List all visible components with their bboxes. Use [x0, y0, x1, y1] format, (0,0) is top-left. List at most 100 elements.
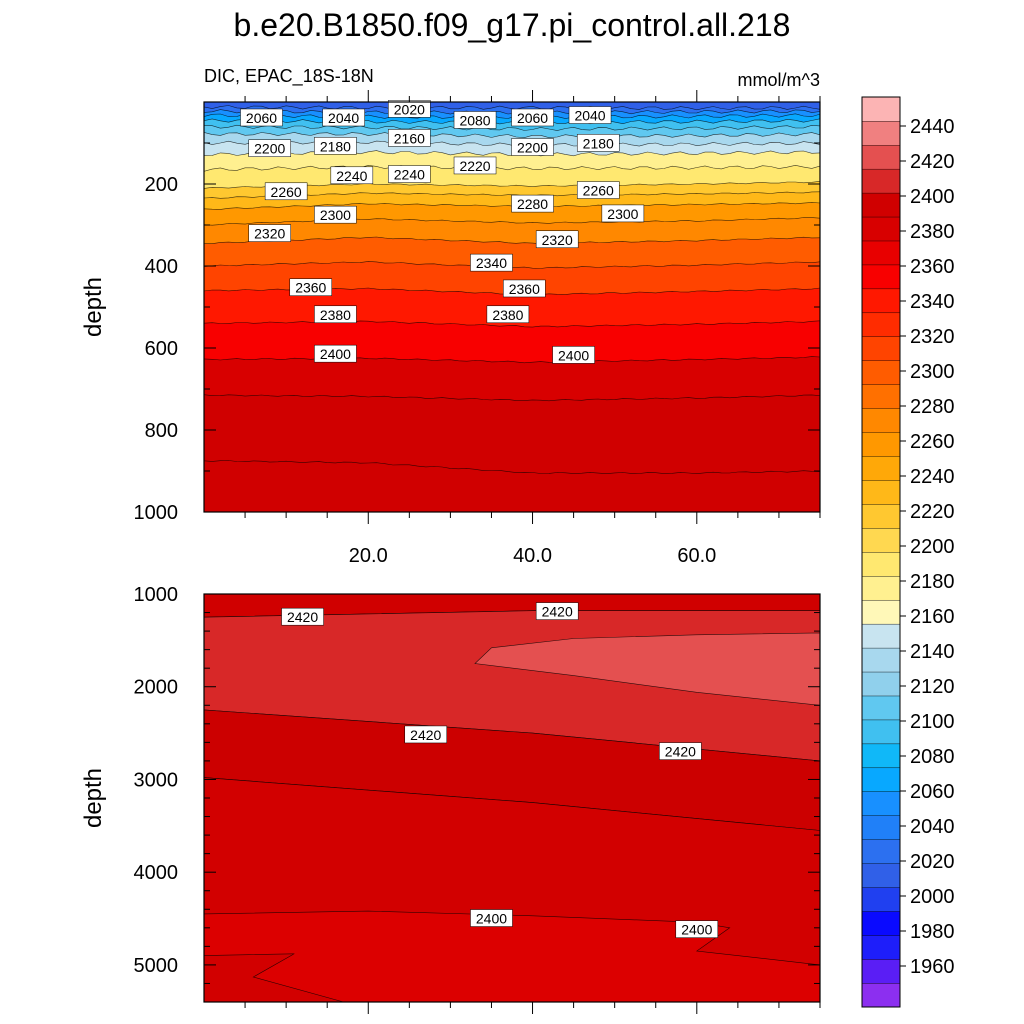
colorbar-frame: [861, 96, 901, 1008]
svg-text:2340: 2340: [476, 255, 507, 271]
upper-contour-line-2260: [204, 217, 820, 226]
upper-contour-label: 2060: [511, 108, 554, 127]
colorbar-swatch: [861, 120, 901, 146]
svg-text:2320: 2320: [542, 232, 573, 248]
upper-contour-label: 2380: [486, 305, 530, 324]
colorbar-swatch: [861, 336, 901, 361]
colorbar-swatch: [861, 264, 901, 290]
upper-y-axis-label: depth: [80, 277, 107, 337]
colorbar-tick-label: 2240: [910, 466, 955, 488]
lower-region-mid_2400_2420: [204, 709, 820, 831]
svg-text:2040: 2040: [328, 110, 359, 126]
colorbar-tick-label: 2080: [910, 746, 955, 768]
svg-text:2180: 2180: [583, 135, 614, 151]
upper-contour-label: 2400: [552, 346, 595, 364]
upper-contour-label: 2340: [470, 253, 513, 272]
colorbar-tick-label: 2220: [910, 501, 955, 523]
svg-text:2420: 2420: [542, 604, 573, 620]
svg-text:2400: 2400: [320, 346, 351, 362]
svg-text:2420: 2420: [410, 727, 441, 743]
colorbar-swatch: [861, 934, 901, 960]
colorbar-swatch: [861, 384, 901, 409]
upper-contour-line-2360: [204, 356, 820, 364]
colorbar-swatch: [861, 216, 901, 242]
upper-x-tick-label: 20.0: [349, 545, 388, 567]
colorbar-tick-label: 2000: [910, 886, 955, 908]
svg-text:2240: 2240: [336, 168, 367, 184]
upper-contour-line-2100: [204, 124, 820, 131]
upper-contour-line-2020: [204, 105, 820, 111]
colorbar-tick-label: 2320: [910, 326, 955, 348]
svg-text:2060: 2060: [517, 110, 548, 126]
upper-contour-label: 2300: [314, 205, 357, 224]
upper-contour-label: 2260: [264, 182, 308, 201]
colorbar-swatch: [861, 360, 901, 385]
colorbar-swatch: [861, 288, 901, 314]
colorbar-swatch: [861, 192, 901, 218]
svg-text:2200: 2200: [254, 141, 285, 157]
svg-text:2360: 2360: [295, 280, 326, 296]
colorbar-swatch: [861, 839, 901, 864]
upper-contour-label: 2160: [388, 129, 431, 147]
upper-contour-label: 2360: [289, 278, 333, 296]
lower-contour-label: 2420: [281, 607, 324, 626]
svg-text:2220: 2220: [459, 158, 490, 174]
upper-contour-label: 2040: [568, 106, 612, 124]
chart-title: b.e20.B1850.f09_g17.pi_control.all.218: [234, 7, 791, 43]
upper-contour-label: 2040: [322, 108, 365, 127]
colorbar-swatch: [861, 432, 901, 457]
colorbar-swatch: [861, 743, 901, 769]
svg-text:2240: 2240: [394, 167, 425, 183]
lower-y-tick-label: 3000: [134, 769, 179, 791]
upper-y-tick-label: 800: [145, 420, 178, 442]
colorbar: 1960 1980 2000 2020 2040 2060 2080 2100 2120 2140…: [861, 96, 955, 1008]
colorbar-tick-label: 2140: [910, 641, 955, 663]
colorbar-swatch: [861, 958, 901, 984]
upper-band-2020: [204, 102, 820, 110]
lower-y-axis-label: depth: [80, 768, 107, 828]
colorbar-tick-label: 2060: [910, 781, 955, 803]
upper-contour-label: 2180: [314, 137, 357, 155]
svg-text:2400: 2400: [558, 347, 589, 363]
colorbar-tick-label: 2400: [910, 186, 955, 208]
colorbar-swatch: [861, 312, 901, 337]
colorbar-swatch: [861, 863, 901, 888]
upper-y-tick-label: 600: [145, 338, 178, 360]
colorbar-swatch: [861, 767, 901, 792]
colorbar-swatch: [861, 96, 901, 122]
lower-contour-label: 2400: [470, 909, 513, 927]
svg-text:2360: 2360: [509, 281, 540, 297]
svg-text:2420: 2420: [665, 744, 696, 760]
svg-text:2180: 2180: [320, 138, 351, 154]
svg-text:2260: 2260: [583, 183, 614, 199]
upper-x-tick-label: 40.0: [513, 545, 552, 567]
upper-contour-label: 2180: [576, 134, 620, 152]
colorbar-swatch: [861, 527, 901, 553]
colorbar-swatch: [861, 599, 901, 625]
upper-contour-line-2340: [204, 320, 820, 328]
colorbar-tick-label: 2380: [910, 221, 955, 243]
colorbar-tick-label: 2160: [910, 606, 955, 628]
lower-region-bottom_2380_2400: [204, 910, 820, 1002]
lower-contour-label: 2420: [659, 742, 702, 760]
lower-y-tick-label: 1000: [134, 584, 179, 606]
svg-text:2320: 2320: [254, 226, 285, 242]
upper-contour-label: 2280: [511, 194, 554, 213]
svg-text:2300: 2300: [320, 207, 351, 223]
upper-panel: 2060 2040 2020 2080 2060 2040 2160 2180 2200 2200…: [80, 90, 821, 567]
colorbar-swatch: [861, 575, 901, 601]
upper-contour-label: 2380: [314, 305, 357, 324]
lower-contour-label: 2420: [404, 725, 448, 744]
colorbar-swatch: [861, 240, 901, 266]
colorbar-tick-label: 2360: [910, 256, 955, 278]
colorbar-tick-label: 2200: [910, 536, 955, 558]
colorbar-swatch: [861, 791, 901, 816]
upper-contour-label: 2320: [248, 224, 291, 242]
upper-contour-label: 2060: [240, 108, 283, 127]
lower-contour-label: 2400: [675, 920, 719, 938]
upper-y-tick-label: 400: [145, 256, 178, 278]
colorbar-swatch: [861, 695, 901, 721]
upper-contour-line-2120: [204, 132, 820, 139]
upper-contour-label: 2220: [453, 156, 497, 175]
svg-text:2260: 2260: [271, 184, 302, 200]
